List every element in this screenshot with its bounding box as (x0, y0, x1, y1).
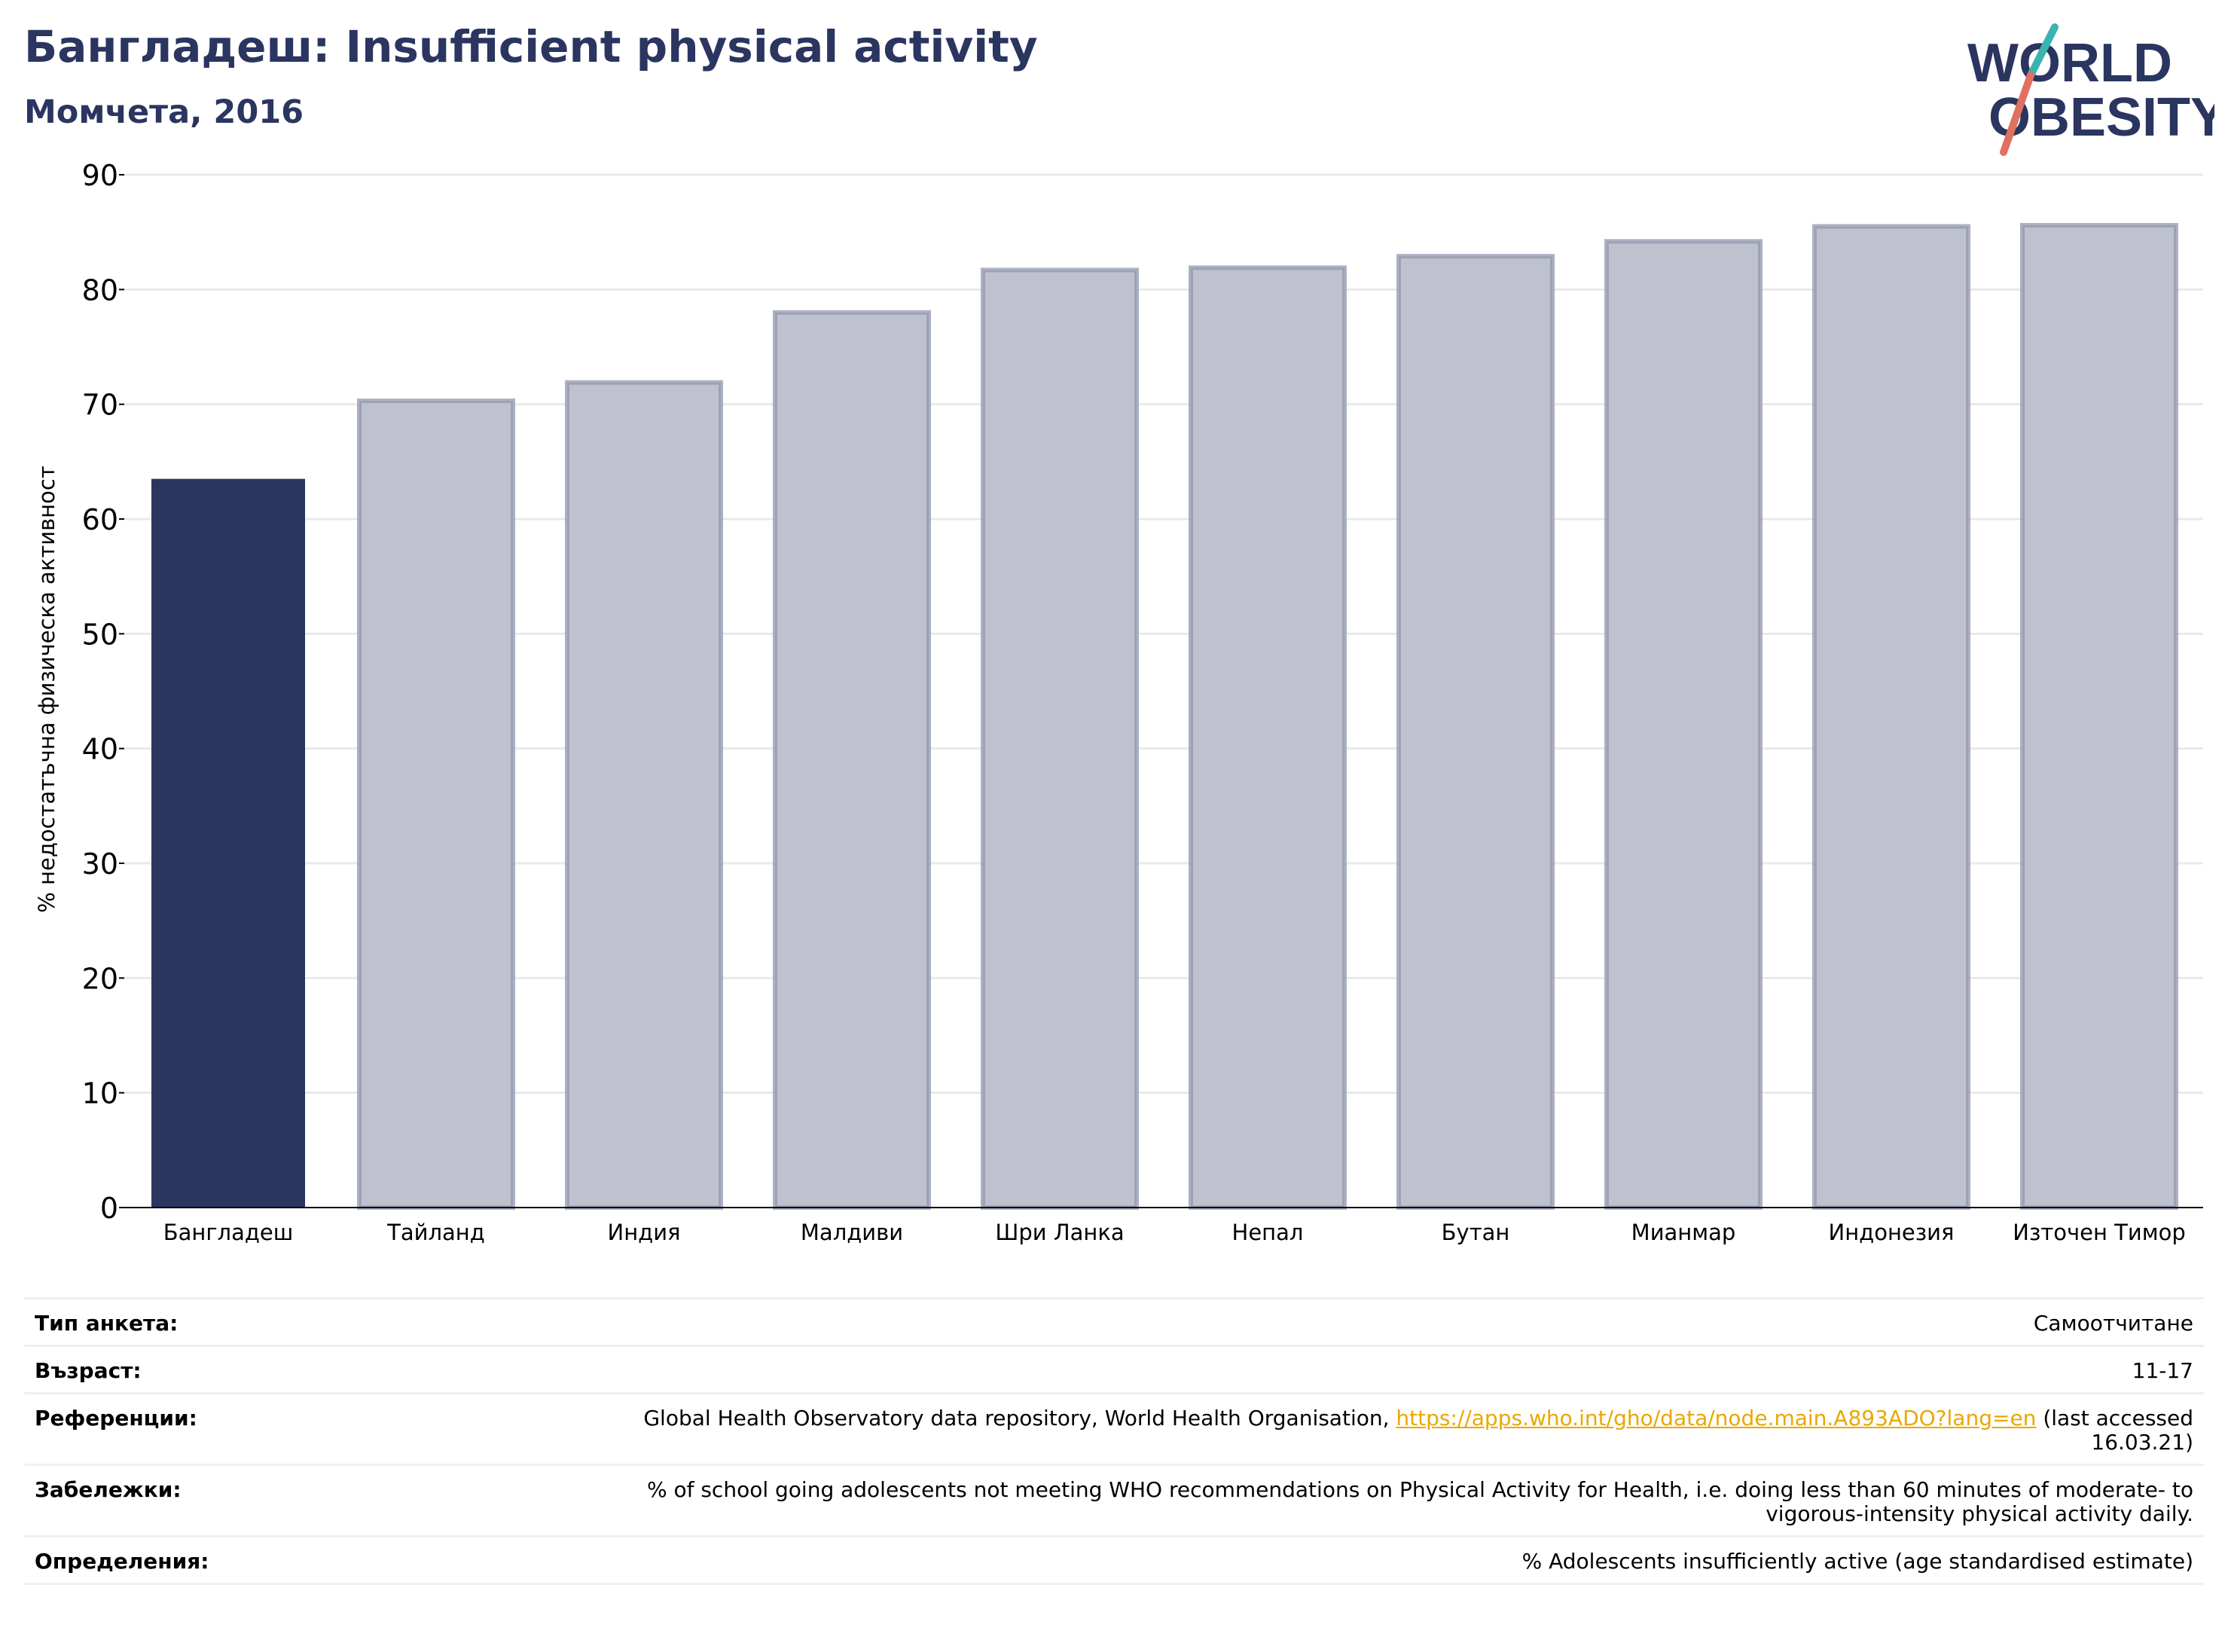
info-table: Тип анкета: Самоотчитане Възраст: 11-17 … (24, 1297, 2204, 1585)
bar-2 (565, 380, 723, 1210)
x-tick-label: Бутан (1442, 1220, 1510, 1245)
x-tick-label: Тайланд (386, 1220, 485, 1245)
info-row-survey-type: Тип анкета: Самоотчитане (24, 1297, 2204, 1345)
info-row-notes: Забележки: % of school going adolescents… (24, 1464, 2204, 1535)
x-tick-label: Мианмар (1631, 1220, 1736, 1245)
y-tick-label: 90 (82, 159, 118, 192)
reference-text: Global Health Observatory data repositor… (643, 1406, 1396, 1431)
reference-link[interactable]: https://apps.who.int/gho/data/node.main.… (1396, 1406, 2037, 1431)
info-row-age: Възраст: 11-17 (24, 1345, 2204, 1392)
info-label: Определения: (35, 1549, 209, 1574)
info-row-definitions: Определения: % Adolescents insufficientl… (24, 1535, 2204, 1585)
bar-1 (357, 398, 515, 1210)
info-value: Самоотчитане (2033, 1311, 2193, 1336)
y-tick-label: 30 (82, 847, 118, 881)
logo-line1: WORLD (1967, 33, 2172, 93)
info-label: Забележки: (35, 1477, 182, 1502)
y-tick-label: 80 (82, 273, 118, 307)
bar-4 (981, 267, 1139, 1211)
bar-0 (151, 478, 305, 1208)
info-value: Global Health Observatory data repositor… (574, 1406, 2193, 1455)
world-obesity-logo: WORLD OBESITY (1966, 23, 2226, 158)
info-value: 11-17 (2132, 1358, 2193, 1383)
info-label: Тип анкета: (35, 1311, 179, 1336)
bar-chart: 0 10 20 30 40 50 60 70 80 90 Бангладеш Тайланд Индия… (34, 159, 2203, 1245)
y-tick-label: 10 (82, 1077, 118, 1110)
reference-accessed: (last accessed 16.03.21) (2036, 1406, 2193, 1455)
bar-9 (2020, 223, 2178, 1211)
y-tick-label: 0 (100, 1192, 118, 1225)
logo-line2: OBESITY (1988, 87, 2214, 148)
y-tick-label: 60 (82, 503, 118, 536)
x-tick-label: Източен Тимор (2013, 1220, 2186, 1245)
x-tick-label: Бангладеш (163, 1220, 294, 1245)
page-title: Бангладеш: Insufficient physical activit… (24, 21, 1038, 72)
bar-6 (1396, 254, 1555, 1211)
x-tick-label: Индия (608, 1220, 681, 1245)
x-tick-label: Индонезия (1829, 1220, 1955, 1245)
y-tick-label: 40 (82, 733, 118, 766)
y-tick-label: 20 (82, 962, 118, 995)
y-tick-label: 70 (82, 389, 118, 422)
bar-8 (1812, 224, 1970, 1210)
bar-5 (1189, 265, 1347, 1210)
bar-3 (773, 310, 931, 1210)
page-subtitle: Момчета, 2016 (24, 93, 304, 131)
x-tick-label: Шри Ланка (995, 1220, 1124, 1245)
info-row-references: Референции: Global Health Observatory da… (24, 1392, 2204, 1464)
info-label: Референции: (35, 1406, 197, 1431)
y-tick-label: 50 (82, 618, 118, 651)
x-tick-label: Непал (1232, 1220, 1304, 1245)
x-tick-label: Малдиви (801, 1220, 903, 1245)
info-label: Възраст: (35, 1358, 142, 1383)
info-value: % Adolescents insufficiently active (age… (1521, 1549, 2193, 1574)
info-value: % of school going adolescents not meetin… (646, 1477, 2193, 1526)
y-axis-label: % недостатъчна физическа активност (34, 466, 60, 913)
bar-7 (1604, 239, 1763, 1210)
